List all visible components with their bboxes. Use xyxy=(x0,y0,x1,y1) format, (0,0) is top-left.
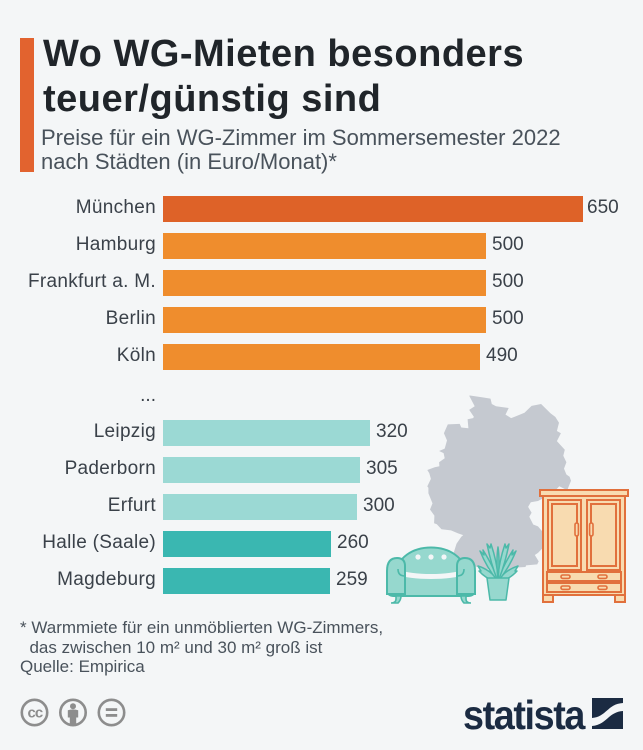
svg-text:cc: cc xyxy=(28,704,43,721)
